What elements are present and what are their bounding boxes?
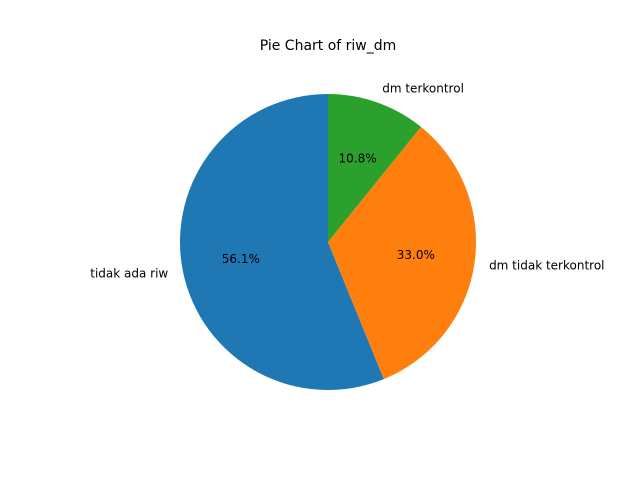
pie-slice-2 — [328, 94, 421, 242]
slice-percent-1: 33.0% — [397, 248, 435, 262]
pie-slices — [179, 94, 476, 391]
pie-slice-1 — [328, 126, 476, 380]
pie-labels: tidak ada riw 56.1% dm tidak terkontrol 33.… — [90, 81, 604, 280]
slice-percent-2: 10.8% — [339, 151, 377, 165]
slice-percent-0: 56.1% — [222, 252, 260, 266]
slice-label-0: tidak ada riw — [90, 266, 168, 280]
chart-title: Pie Chart of riw_dm — [260, 38, 397, 54]
slice-label-1: dm tidak terkontrol — [489, 259, 604, 273]
pie-slice-0 — [179, 94, 384, 391]
slice-label-2: dm terkontrol — [382, 81, 464, 95]
